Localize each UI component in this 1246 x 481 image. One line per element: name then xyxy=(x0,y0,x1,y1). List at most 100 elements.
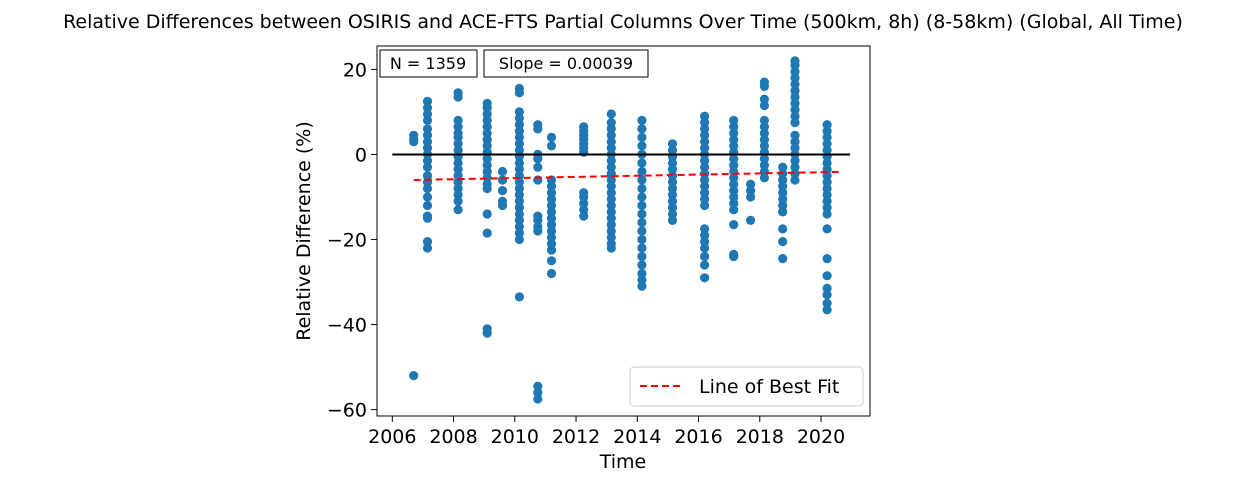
data-point xyxy=(790,156,800,166)
data-point xyxy=(778,175,788,185)
data-point xyxy=(533,215,543,225)
data-point xyxy=(497,166,508,177)
data-point xyxy=(606,200,616,211)
best-fit-line xyxy=(413,170,840,181)
data-point xyxy=(422,115,433,125)
data-point xyxy=(700,143,710,153)
data-point xyxy=(453,183,463,194)
data-point xyxy=(729,135,739,145)
data-point xyxy=(729,205,739,215)
data-point xyxy=(514,234,525,245)
data-point xyxy=(482,122,492,132)
data-point xyxy=(746,192,756,202)
data-point xyxy=(606,243,616,253)
data-point xyxy=(778,194,788,204)
data-point xyxy=(637,251,647,262)
data-point xyxy=(700,243,710,253)
data-point xyxy=(822,158,832,168)
data-point xyxy=(453,139,463,149)
data-point xyxy=(778,237,788,247)
data-point xyxy=(514,120,525,130)
y-tick-label: 0 xyxy=(355,144,367,166)
data-point xyxy=(514,209,525,219)
data-point xyxy=(822,190,832,200)
data-point xyxy=(422,171,433,181)
data-point xyxy=(778,162,788,172)
data-point xyxy=(822,145,832,155)
data-point xyxy=(700,188,710,198)
data-point xyxy=(482,109,492,119)
data-point xyxy=(790,111,800,121)
data-point xyxy=(759,173,770,183)
data-point xyxy=(667,158,678,168)
data-point xyxy=(667,145,678,155)
data-point xyxy=(497,186,508,196)
data-point xyxy=(667,209,678,219)
data-point xyxy=(606,109,616,119)
data-point xyxy=(453,115,463,125)
data-point xyxy=(667,196,678,206)
data-point xyxy=(606,137,616,147)
data-point xyxy=(482,141,492,151)
data-point xyxy=(790,143,800,153)
data-point xyxy=(729,186,739,196)
x-tick-label: 2014 xyxy=(613,426,661,448)
data-point xyxy=(546,232,557,242)
data-point xyxy=(746,215,756,225)
data-point xyxy=(533,388,543,398)
data-point xyxy=(729,192,739,202)
data-point xyxy=(700,156,710,166)
data-point xyxy=(759,160,770,170)
data-point xyxy=(790,169,800,179)
data-point xyxy=(700,200,710,211)
y-axis-ticks: 20 0 −20 −40 −60 xyxy=(327,59,377,422)
data-point xyxy=(759,141,770,151)
data-point xyxy=(822,271,832,281)
data-point xyxy=(453,145,463,155)
data-point xyxy=(546,213,557,223)
data-point xyxy=(606,232,616,242)
data-point xyxy=(637,268,647,279)
data-point xyxy=(606,156,616,166)
data-point xyxy=(422,124,433,134)
data-point xyxy=(514,113,525,123)
data-point xyxy=(606,207,616,217)
data-point xyxy=(700,118,710,128)
data-point xyxy=(700,175,710,185)
n-annotation-box: N = 1359 xyxy=(379,49,478,78)
data-point xyxy=(482,154,492,164)
data-point xyxy=(546,268,557,279)
data-point xyxy=(482,228,492,238)
data-point xyxy=(637,124,647,134)
data-point xyxy=(822,120,832,130)
data-point xyxy=(729,179,739,189)
data-point xyxy=(822,177,832,187)
data-point xyxy=(453,196,463,206)
data-point xyxy=(422,237,433,247)
data-point xyxy=(790,130,800,140)
data-point xyxy=(637,226,647,236)
data-point xyxy=(453,122,463,132)
y-tick-label: −60 xyxy=(327,400,367,422)
data-point xyxy=(422,162,433,172)
x-tick-label: 2018 xyxy=(736,426,784,448)
data-point xyxy=(700,162,710,172)
data-point xyxy=(533,162,543,172)
data-point xyxy=(546,245,557,255)
data-point xyxy=(759,94,770,104)
data-point xyxy=(790,79,800,89)
data-point xyxy=(606,194,616,204)
data-point xyxy=(533,226,543,236)
data-point xyxy=(514,164,525,174)
data-point xyxy=(822,224,832,234)
data-point xyxy=(667,183,678,194)
data-point xyxy=(422,143,433,153)
data-point xyxy=(514,132,525,142)
data-point xyxy=(822,305,832,315)
data-point xyxy=(778,224,788,234)
data-point xyxy=(700,137,710,147)
data-point xyxy=(667,215,678,225)
x-tick-label: 2006 xyxy=(368,426,416,448)
data-point xyxy=(546,256,557,266)
data-point xyxy=(546,188,557,198)
